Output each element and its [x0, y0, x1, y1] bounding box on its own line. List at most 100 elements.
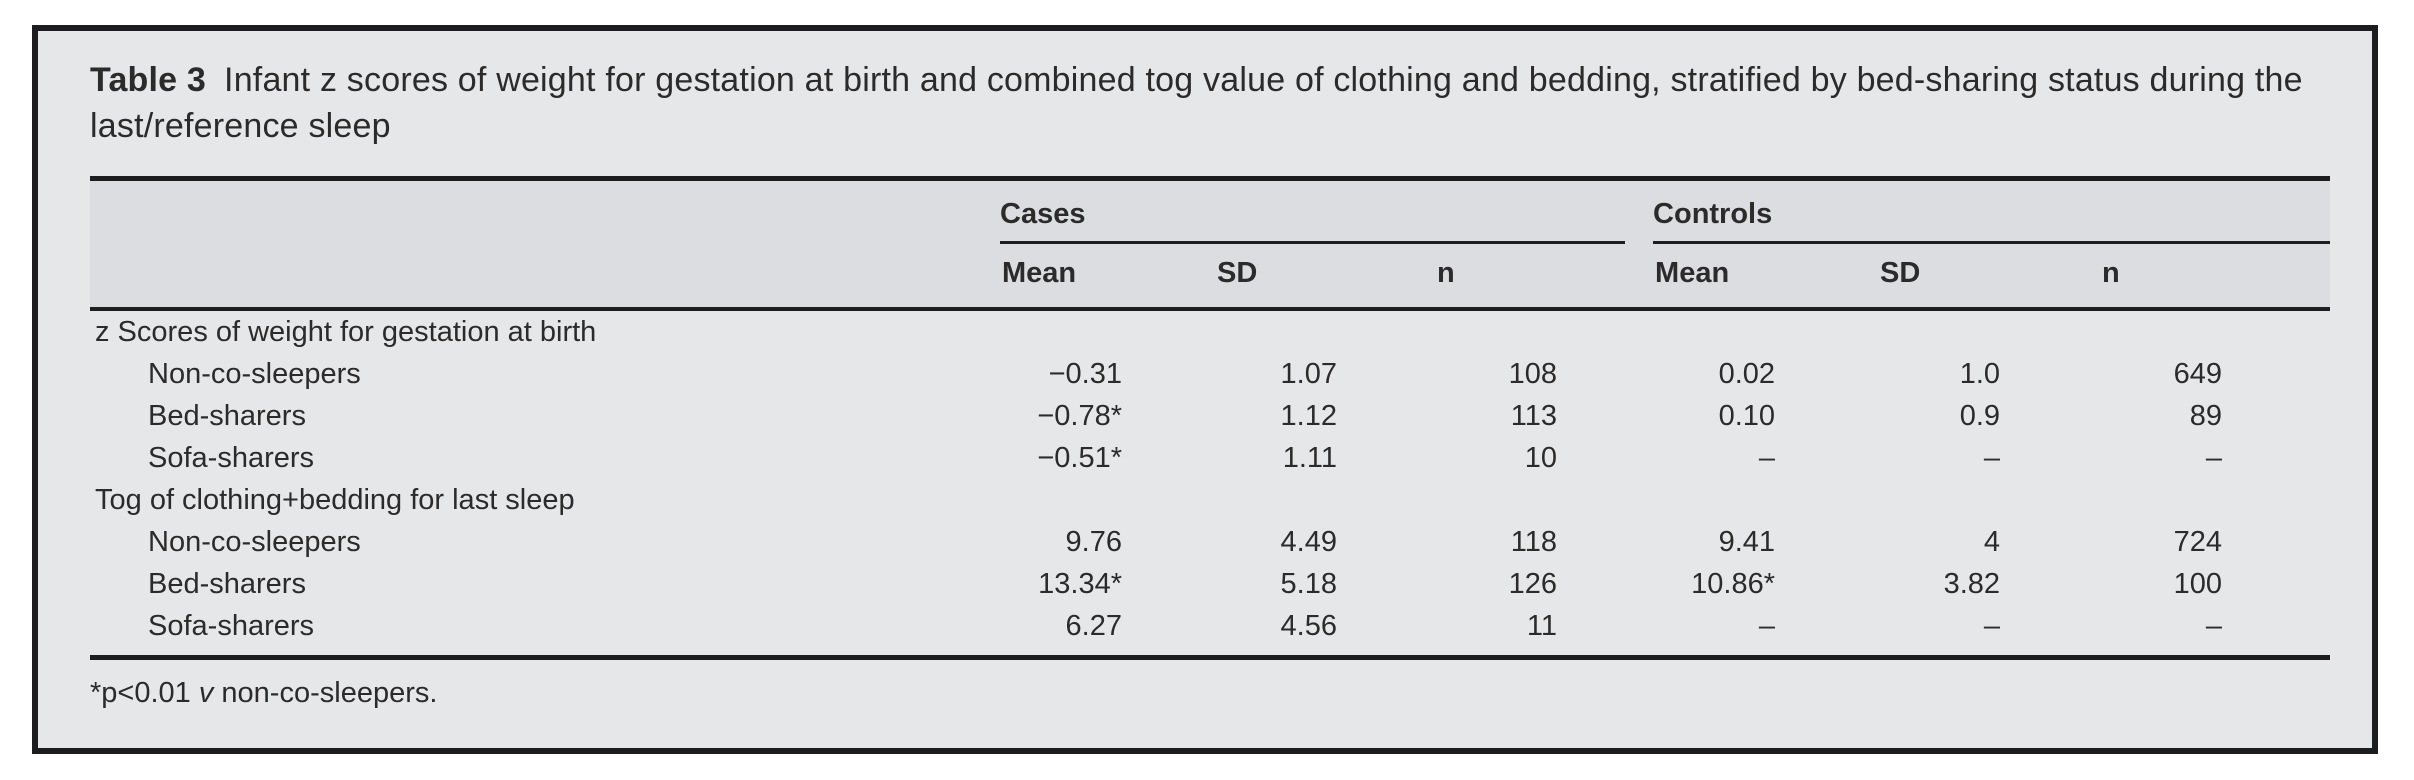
footnote-versus: v — [198, 677, 214, 709]
cell-value: – — [2205, 610, 2223, 642]
table-row: Sofa-sharers 6.27 4.56 11 – – – — [90, 605, 2330, 658]
table-row: Bed-sharers −0.78* 1.12 113 0.10 0.9 89 — [90, 395, 2330, 437]
cell-controls-mean: – — [1653, 437, 1878, 479]
cell-controls-n: – — [2100, 605, 2330, 658]
cell-value: 10 — [1524, 442, 1557, 474]
column-group-cases: Cases — [1000, 178, 1654, 244]
col-header-controls-mean: Mean — [1653, 244, 1879, 311]
row-label-non-co-sleepers: Non-co-sleepers — [148, 526, 361, 558]
cell-cases-mean: −0.31 — [1000, 353, 1215, 395]
cell-cases-sd: 1.07 — [1215, 353, 1435, 395]
cell-value: 6.27 — [1065, 610, 1122, 642]
table-row: Sofa-sharers −0.51* 1.11 10 – – – — [90, 437, 2330, 479]
cell-controls-n: 724 — [2100, 521, 2330, 563]
cell-value: 108 — [1508, 358, 1557, 390]
cell-value: −0.78* — [1037, 400, 1122, 432]
column-group-cases-label: Cases — [1000, 181, 1626, 244]
cell-value: 1.12 — [1280, 400, 1337, 432]
group-header-row: Cases Controls — [90, 178, 2331, 244]
cell-controls-n: 649 — [2100, 353, 2330, 395]
table-number: Table 3 — [90, 61, 207, 99]
cell-value: 89 — [2189, 400, 2223, 432]
cell-value: 1.07 — [1280, 358, 1337, 390]
cell-cases-n: 113 — [1435, 395, 1653, 437]
cell-cases-n: 11 — [1435, 605, 1653, 658]
cell-value: 10.86* — [1691, 568, 1776, 600]
section-label-zscores: z Scores of weight for gestation at birt… — [95, 316, 597, 348]
cell-value: 724 — [2173, 526, 2223, 558]
cell-value: 1.0 — [1959, 358, 2001, 390]
table-row: Non-co-sleepers 9.76 4.49 118 9.41 4 724 — [90, 521, 2330, 563]
cell-controls-sd: 1.0 — [1878, 353, 2100, 395]
row-label-bed-sharers: Bed-sharers — [148, 568, 306, 600]
table-panel: Table 3 Infant z scores of weight for ges… — [32, 25, 2378, 754]
cell-value: – — [1983, 442, 2001, 474]
cell-controls-sd: 3.82 — [1878, 563, 2100, 605]
cell-value: 4 — [1983, 526, 2001, 558]
label-column-spacer — [90, 244, 1000, 311]
cell-controls-sd: 0.9 — [1878, 395, 2100, 437]
cell-controls-mean: – — [1653, 605, 1878, 658]
cell-cases-mean: 6.27 — [1000, 605, 1215, 658]
cell-cases-sd: 4.56 — [1215, 605, 1435, 658]
cell-value: 113 — [1510, 400, 1557, 432]
cell-value: 11 — [1526, 610, 1557, 642]
row-label-non-co-sleepers: Non-co-sleepers — [148, 358, 361, 390]
cell-controls-sd: 4 — [1878, 521, 2100, 563]
cell-value: 649 — [2173, 358, 2223, 390]
cell-value: – — [1983, 610, 2001, 642]
cell-controls-mean: 0.02 — [1653, 353, 1878, 395]
cell-value: 0.9 — [1959, 400, 2001, 432]
cell-controls-sd: – — [1878, 605, 2100, 658]
table-caption: Table 3 Infant z scores of weight for ges… — [90, 57, 2334, 149]
cell-cases-sd: 4.49 — [1215, 521, 1435, 563]
cell-cases-n: 108 — [1435, 353, 1653, 395]
table-title-text: Infant z scores of weight for gestation … — [90, 61, 2303, 145]
cell-controls-n: 89 — [2100, 395, 2330, 437]
cell-value: 5.18 — [1280, 568, 1337, 600]
column-group-controls: Controls — [1653, 178, 2331, 244]
section-row: z Scores of weight for gestation at birt… — [90, 309, 2330, 353]
cell-controls-sd: – — [1878, 437, 2100, 479]
cell-value: 100 — [2173, 568, 2223, 600]
col-header-controls-sd: SD — [1878, 244, 2101, 311]
data-table: Cases Controls Mean SD n Mean SD n z Sco… — [90, 176, 2331, 660]
cell-cases-sd: 1.11 — [1215, 437, 1435, 479]
section-label-tog: Tog of clothing+bedding for last sleep — [95, 484, 575, 516]
cell-cases-n: 118 — [1435, 521, 1653, 563]
cell-controls-mean: 0.10 — [1653, 395, 1878, 437]
cell-value: 0.10 — [1718, 400, 1776, 432]
cell-cases-mean: 9.76 — [1000, 521, 1215, 563]
cell-controls-mean: 10.86* — [1653, 563, 1878, 605]
cell-cases-mean: 13.34* — [1000, 563, 1215, 605]
cell-value: −0.31 — [1048, 358, 1122, 390]
cell-value: – — [1758, 442, 1776, 474]
cell-value: 9.76 — [1065, 526, 1122, 558]
footnote-prefix: *p<0.01 — [90, 677, 199, 709]
cell-value: 9.41 — [1718, 526, 1776, 558]
cell-value: 13.34* — [1038, 568, 1122, 600]
cell-cases-n: 10 — [1435, 437, 1653, 479]
cell-value: – — [2205, 442, 2223, 474]
footnote: *p<0.01 v non-co-sleepers. — [90, 675, 2328, 711]
cell-value: – — [1758, 610, 1776, 642]
row-label-sofa-sharers: Sofa-sharers — [148, 610, 315, 642]
cell-value: 126 — [1508, 568, 1557, 600]
column-group-controls-label: Controls — [1653, 181, 2331, 244]
cell-cases-mean: −0.51* — [1000, 437, 1215, 479]
cell-value: 0.02 — [1718, 358, 1776, 390]
cell-value: 4.49 — [1280, 526, 1337, 558]
col-header-cases-mean: Mean — [1000, 244, 1215, 311]
cell-value: 3.82 — [1943, 568, 2001, 600]
label-column-spacer — [90, 178, 1000, 244]
cell-value: 4.56 — [1280, 610, 1337, 642]
cell-controls-n: – — [2100, 437, 2330, 479]
row-label-bed-sharers: Bed-sharers — [148, 400, 306, 432]
cell-value: 118 — [1510, 526, 1557, 558]
col-header-cases-n: n — [1435, 244, 1654, 311]
cell-cases-n: 126 — [1435, 563, 1653, 605]
cell-value: 1.11 — [1282, 442, 1337, 474]
row-label-sofa-sharers: Sofa-sharers — [148, 442, 315, 474]
cell-controls-mean: 9.41 — [1653, 521, 1878, 563]
cell-value: −0.51* — [1037, 442, 1122, 474]
